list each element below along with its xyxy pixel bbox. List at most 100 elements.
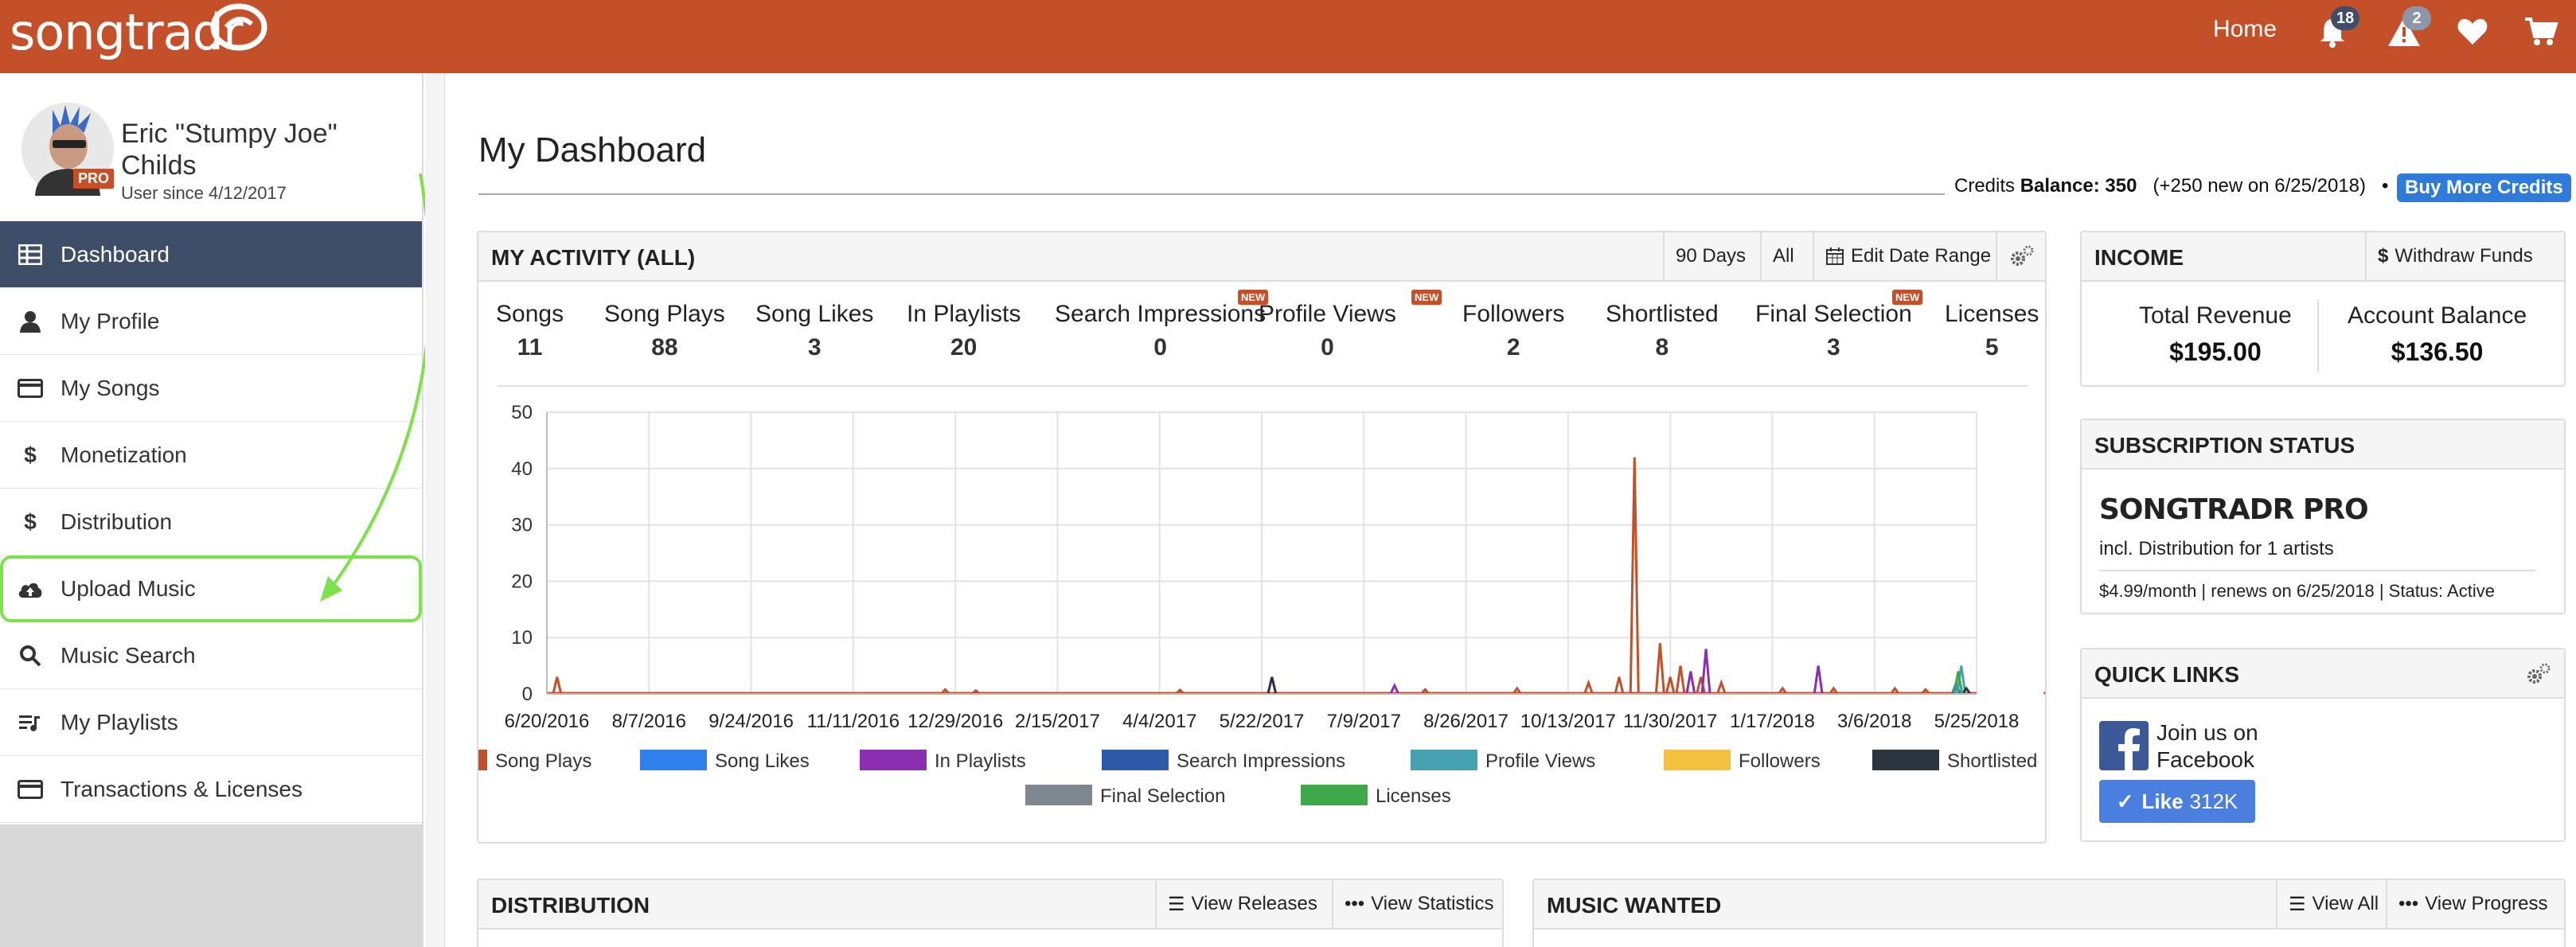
stat-value: 0 xyxy=(1153,334,1167,360)
quick-links-panel: QUICK LINKS Join us on Facebook ✓ Like 3… xyxy=(2080,648,2566,842)
legend-label: In Playlists xyxy=(935,750,1026,772)
legend-label: Final Selection xyxy=(1100,785,1225,807)
view-releases-label: View Releases xyxy=(1191,893,1317,914)
y-tick-label: 30 xyxy=(511,515,533,536)
stat-value: 3 xyxy=(807,334,822,360)
chart-legend: Song Plays Song Likes In Playlists Search I… xyxy=(478,750,2037,807)
warning-icon[interactable] xyxy=(2387,14,2422,49)
range-all-button[interactable]: All xyxy=(1760,232,1805,280)
y-tick-label: 20 xyxy=(511,571,533,592)
series-point xyxy=(1614,676,1625,695)
sidebar-item-label: My Playlists xyxy=(60,709,178,735)
stat-label: Song Plays xyxy=(604,301,725,327)
stat-final-selection: Final Selection 3 xyxy=(1755,301,1912,361)
sidebar-nav: Dashboard My Profile My Songs $ Monetiza… xyxy=(0,221,422,823)
withdraw-funds-button[interactable]: $ Withdraw Funds xyxy=(2365,232,2544,280)
cogs-icon[interactable] xyxy=(2526,662,2551,686)
activity-header: MY ACTIVITY (ALL) 90 Days All Edit Date … xyxy=(478,232,2045,282)
title-divider xyxy=(478,193,1945,195)
sidebar-item-label: Music Search xyxy=(60,642,196,668)
sidebar-item-label: Transactions & Licenses xyxy=(60,776,302,801)
y-tick-label: 0 xyxy=(522,684,533,705)
range-90-days-button[interactable]: 90 Days xyxy=(1663,232,1757,280)
series-point xyxy=(1685,671,1696,695)
view-releases-button[interactable]: ☰ View Releases xyxy=(1155,880,1329,928)
profile-card: PRO Eric "Stumpy Joe" Childs User since … xyxy=(0,73,423,221)
stat-value: 20 xyxy=(950,334,978,360)
series-point xyxy=(970,688,981,696)
series-point xyxy=(1512,686,1522,695)
series-point xyxy=(1267,676,1278,695)
legend-label: Search Impressions xyxy=(1177,750,1345,772)
series-point xyxy=(1675,665,1686,695)
view-progress-button[interactable]: ••• View Progress xyxy=(2386,880,2559,928)
total-revenue: Total Revenue $195.00 xyxy=(2139,302,2292,367)
new-badge: NEW xyxy=(1411,290,1442,305)
profile-name[interactable]: Eric "Stumpy Joe" Childs xyxy=(121,119,338,181)
stat-label: Licenses xyxy=(1945,301,2039,327)
sidebar-item-label: My Profile xyxy=(60,308,160,333)
dollar-icon: $ xyxy=(2378,245,2389,267)
income-header: INCOME $ Withdraw Funds xyxy=(2082,232,2564,282)
subscription-renewal: $4.99/month | renews on 6/25/2018 | Stat… xyxy=(2099,581,2495,601)
songtradr-logo[interactable]: songtradr xyxy=(10,3,244,61)
like-label: Like xyxy=(2141,789,2184,813)
series-point xyxy=(1629,457,1640,695)
home-link[interactable]: Home xyxy=(2213,16,2277,42)
series-point xyxy=(1715,679,1727,695)
dollar-icon: $ xyxy=(24,442,37,467)
legend-label: Profile Views xyxy=(1485,750,1595,772)
sidebar-item-dashboard[interactable]: Dashboard xyxy=(0,221,422,288)
total-revenue-value: $195.00 xyxy=(2169,337,2262,366)
grid-icon xyxy=(0,244,60,265)
edit-date-range-button[interactable]: Edit Date Range xyxy=(1813,232,2002,280)
y-tick-label: 50 xyxy=(511,402,533,423)
series-point xyxy=(1961,686,1972,695)
credits-note: (+250 new on 6/25/2018) xyxy=(2153,175,2367,197)
distribution-title: DISTRIBUTION xyxy=(491,893,650,918)
sidebar-item-music-search[interactable]: Music Search xyxy=(0,622,422,689)
cart-icon[interactable] xyxy=(2523,14,2558,49)
ellipsis-icon: ••• xyxy=(2398,893,2419,914)
quick-links-title: QUICK LINKS xyxy=(2094,662,2239,687)
cogs-icon xyxy=(2011,245,2034,266)
sidebar-item-my-profile[interactable]: My Profile xyxy=(0,288,422,355)
series-point xyxy=(1813,665,1824,695)
stat-in-playlists: In Playlists 20 xyxy=(907,301,1021,361)
sidebar-item-transactions-licenses[interactable]: Transactions & Licenses xyxy=(0,756,422,823)
stat-label: Search Impressions xyxy=(1055,301,1267,327)
stat-licenses: Licenses 5 xyxy=(1945,301,2039,361)
income-divider xyxy=(2317,299,2319,372)
notifications-badge: 18 xyxy=(2331,6,2360,30)
sidebar-item-monetization[interactable]: $ Monetization xyxy=(0,422,422,489)
heart-icon[interactable] xyxy=(2455,14,2490,49)
view-all-button[interactable]: ☰ View All xyxy=(2276,880,2390,928)
sidebar-item-upload-music[interactable]: Upload Music xyxy=(0,555,422,622)
user-icon xyxy=(0,310,60,333)
sidebar-item-label: Dashboard xyxy=(60,241,170,267)
legend-label: Licenses xyxy=(1376,785,1451,807)
facebook-join-text[interactable]: Join us on Facebook xyxy=(2156,720,2258,772)
series-point xyxy=(1700,649,1711,695)
buy-more-credits-button[interactable]: Buy More Credits xyxy=(2397,173,2571,202)
dashboard-page: My Dashboard Credits Balance: 350 (+250 … xyxy=(444,73,2576,947)
legend-swatch xyxy=(478,750,487,770)
credits-label: Credits xyxy=(1954,175,2016,197)
legend-label: Song Plays xyxy=(495,750,591,772)
stat-label: Song Likes xyxy=(755,301,874,327)
stat-songs: Songs 11 xyxy=(496,301,564,361)
y-tick-label: 40 xyxy=(511,458,533,480)
settings-cogs-button[interactable] xyxy=(1996,232,2047,280)
series-point xyxy=(1665,676,1676,695)
legend-label: Shortlisted xyxy=(1947,750,2037,772)
sidebar-item-distribution[interactable]: $ Distribution xyxy=(0,489,422,555)
facebook-icon[interactable] xyxy=(2099,721,2149,770)
view-statistics-button[interactable]: ••• View Statistics xyxy=(1332,880,1505,928)
x-tick-label: 8/7/2016 xyxy=(612,711,686,732)
activity-title: MY ACTIVITY (ALL) xyxy=(491,245,696,270)
facebook-like-button[interactable]: ✓ Like 312K xyxy=(2099,780,2255,823)
sidebar-item-my-songs[interactable]: My Songs xyxy=(0,355,422,422)
sidebar-item-my-playlists[interactable]: My Playlists xyxy=(0,689,422,756)
x-tick-label: 5/25/2018 xyxy=(1934,711,2020,732)
series-point xyxy=(1778,686,1788,695)
